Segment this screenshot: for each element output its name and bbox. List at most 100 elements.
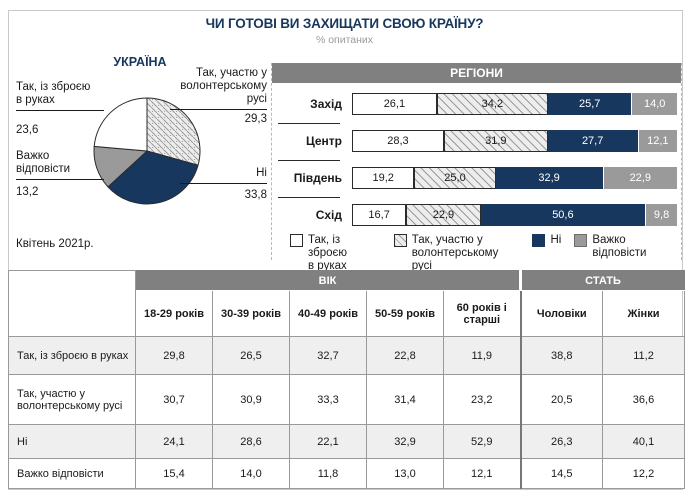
page-subtitle: % опитаних <box>315 34 374 46</box>
bar-segment-weapon: 19,2 <box>352 167 415 189</box>
bar-segment-difficult: 9,8 <box>645 204 677 226</box>
table-cell: 32,9 <box>366 424 444 459</box>
pie-label-no: Ні <box>180 167 267 184</box>
pie-label-weapon: Так, із зброєю в руках <box>16 81 104 111</box>
table-column-header-row: 18-29 років 30-39 років 40-49 років 50-5… <box>9 290 686 337</box>
separator-line <box>278 197 340 198</box>
legend-item-weapon: Так, із зброєю в руках <box>290 234 381 273</box>
row-label: Важко відповісти <box>8 458 136 489</box>
table-group-header-row: ВІК СТАТЬ <box>8 270 686 337</box>
region-row-tsentr: Центр 28,3 31,9 27,7 12,1 <box>278 130 677 152</box>
legend: Так, із зброєю в руках Так, участю у вол… <box>290 234 681 273</box>
survey-date: Квітень 2021р. <box>16 238 94 250</box>
table-cell: 14,5 <box>519 458 604 489</box>
table-cell: 30,7 <box>135 374 213 425</box>
pie-slice <box>93 97 148 152</box>
legend-item-difficult: Важко відповісти <box>574 234 681 260</box>
legend-item-volunteer: Так, участю у волонтерському русі <box>393 234 520 273</box>
region-label: Центр <box>305 134 342 148</box>
bar-segment-no: 27,7 <box>547 130 638 152</box>
table-cell: 12,2 <box>602 458 686 489</box>
region-row-skhid: Схід 16,7 22,9 50,6 9,8 <box>278 204 677 226</box>
column-header: 50-59 років <box>366 290 444 337</box>
table-row: Так, із зброєю в руках 29,8 26,5 32,7 22… <box>8 336 686 375</box>
table-cell: 52,9 <box>442 424 522 459</box>
table-cell: 26,3 <box>519 424 604 459</box>
region-label: Південь <box>293 171 342 185</box>
group-header-gender: СТАТЬ <box>519 270 686 291</box>
table-cell: 11,2 <box>602 336 686 375</box>
bar-segment-weapon: 26,1 <box>352 93 437 115</box>
pie-value-weapon: 23,6 <box>16 124 39 136</box>
table-cell: 22,1 <box>289 424 367 459</box>
legend-item-no: Ні <box>532 234 561 247</box>
ukraine-section-title: УКРАЇНА <box>113 55 167 69</box>
bar-segment-no: 25,7 <box>547 93 632 115</box>
page-title: ЧИ ГОТОВІ ВИ ЗАХИЩАТИ СВОЮ КРАЇНУ? <box>205 16 484 31</box>
regions-panel: РЕГІОНИ Захід 26,1 34,2 25,7 14,0 Центр … <box>271 63 682 272</box>
bar-segment-volunteer: 22,9 <box>406 204 481 226</box>
pie-label-volunteer: Так, участю у волонтерському русі <box>170 67 267 110</box>
separator-line <box>278 160 340 161</box>
table-cell: 32,7 <box>289 336 367 375</box>
table-cell: 15,4 <box>135 458 213 489</box>
table-cell: 28,6 <box>212 424 290 459</box>
demographics-table: ВІК СТАТЬ 18-29 років 30-39 років 40-49 … <box>8 270 686 489</box>
legend-label: Важко відповісти <box>592 234 647 259</box>
table-cell: 40,1 <box>602 424 686 459</box>
table-cell: 23,2 <box>442 374 522 425</box>
table-cell: 12,1 <box>442 458 522 489</box>
region-label: Схід <box>315 208 342 222</box>
column-header: 40-49 років <box>289 290 367 337</box>
table-cell: 11,9 <box>442 336 522 375</box>
table-row: Так, участю у волонтерському русі 30,7 3… <box>8 374 686 425</box>
table-cell: 29,8 <box>135 336 213 375</box>
pie-value-no: 33,8 <box>244 189 267 201</box>
table-cell: 13,0 <box>366 458 444 489</box>
column-header: 30-39 років <box>212 290 290 337</box>
region-row-zakhid: Захід 26,1 34,2 25,7 14,0 <box>278 93 677 115</box>
bar-segment-volunteer: 25,0 <box>414 167 496 189</box>
legend-label: Ні <box>550 234 562 246</box>
column-header: 60 років і старші <box>442 290 522 337</box>
row-label: Так, із зброєю в руках <box>8 336 136 375</box>
pie-label-difficult: Важко відповісти <box>16 150 104 180</box>
bar-segment-no: 50,6 <box>480 204 646 226</box>
table-cell: 20,5 <box>519 374 604 425</box>
row-label: Так, участю у волонтерському русі <box>8 374 136 425</box>
pie-chart-svg <box>93 97 201 205</box>
column-header: Чоловіки <box>519 290 604 337</box>
stacked-bar: 28,3 31,9 27,7 12,1 <box>352 130 677 152</box>
table-cell: 11,8 <box>289 458 367 489</box>
pie-slice <box>107 150 199 205</box>
table-row: Ні 24,1 28,6 22,1 32,9 52,9 26,3 40,1 <box>8 424 686 459</box>
legend-swatch-white <box>290 234 303 247</box>
legend-swatch-navy <box>532 234 546 247</box>
table-cell: 24,1 <box>135 424 213 459</box>
pie-value-volunteer: 29,3 <box>244 113 267 125</box>
pie-slice <box>146 97 201 166</box>
stacked-bar: 19,2 25,0 32,9 22,9 <box>352 167 677 189</box>
legend-swatch-gray <box>574 234 588 247</box>
table-cell: 30,9 <box>212 374 290 425</box>
legend-label: Так, із зброєю в руках <box>308 234 348 272</box>
legend-label: Так, участю у волонтерському русі <box>411 234 499 272</box>
table-row: Важко відповісти 15,4 14,0 11,8 13,0 12,… <box>8 458 686 489</box>
table-cell: 36,6 <box>602 374 686 425</box>
bar-segment-weapon: 16,7 <box>352 204 407 226</box>
pie-value-difficult: 13,2 <box>16 186 39 198</box>
table-corner-cell <box>8 270 136 337</box>
column-header: Жінки <box>602 290 686 337</box>
stacked-bar: 26,1 34,2 25,7 14,0 <box>352 93 677 115</box>
table-cell: 38,8 <box>519 336 604 375</box>
bar-segment-difficult: 14,0 <box>631 93 677 115</box>
region-label: Захід <box>310 97 342 111</box>
table-cell: 26,5 <box>212 336 290 375</box>
bar-segment-volunteer: 34,2 <box>436 93 548 115</box>
table-cell: 14,0 <box>212 458 290 489</box>
group-header-age: ВІК <box>134 270 522 291</box>
bar-segment-no: 32,9 <box>495 167 603 189</box>
bar-segment-difficult: 22,9 <box>602 167 677 189</box>
table-cell: 33,3 <box>289 374 367 425</box>
